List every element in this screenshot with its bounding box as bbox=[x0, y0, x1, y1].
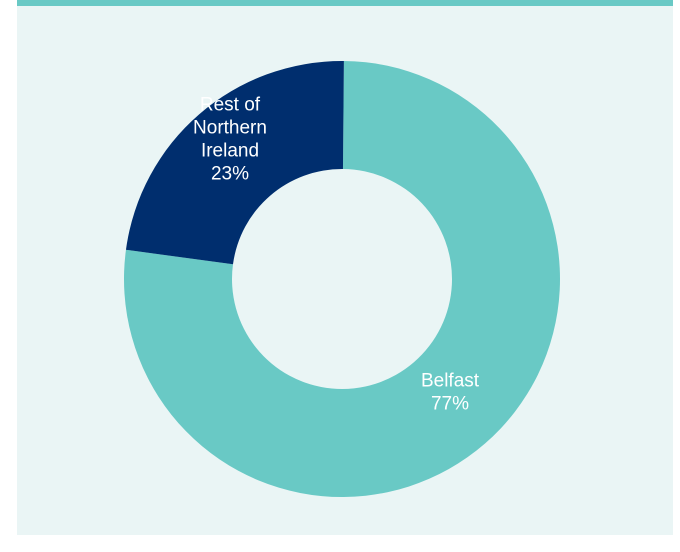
donut-slices bbox=[123, 60, 560, 497]
slice-labels: Belfast 77% Rest of Northern Ireland 23% bbox=[193, 95, 480, 415]
slice-label-line: 23% bbox=[211, 164, 249, 185]
slice-label: Belfast 77% bbox=[421, 371, 480, 415]
slice-label-line: Ireland bbox=[201, 141, 259, 162]
slice-label-line: 77% bbox=[431, 394, 469, 415]
slice-label: Rest of Northern Ireland 23% bbox=[193, 95, 267, 185]
donut-slice bbox=[125, 60, 344, 265]
donut-slice bbox=[123, 61, 560, 497]
slice-label-line: Northern bbox=[193, 118, 267, 139]
slice-label-line: Belfast bbox=[421, 371, 480, 392]
slice-label-line: Rest of bbox=[200, 95, 261, 116]
